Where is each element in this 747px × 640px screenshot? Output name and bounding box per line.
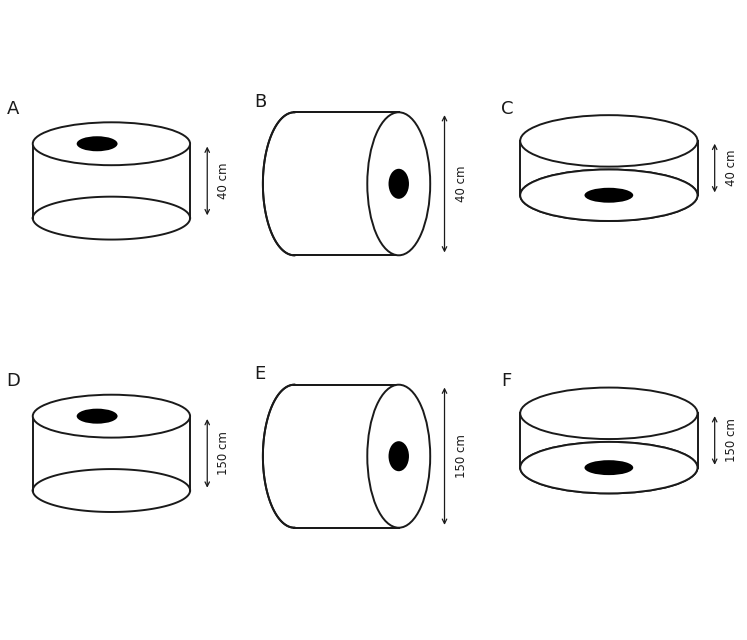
Polygon shape (520, 141, 698, 195)
Ellipse shape (520, 442, 698, 493)
Ellipse shape (584, 188, 633, 203)
Ellipse shape (520, 388, 698, 439)
Text: 40 cm: 40 cm (725, 150, 738, 186)
Ellipse shape (368, 385, 430, 528)
Ellipse shape (368, 112, 430, 255)
Text: E: E (254, 365, 265, 383)
Ellipse shape (520, 442, 698, 493)
Polygon shape (33, 416, 190, 490)
Text: 40 cm: 40 cm (454, 166, 468, 202)
Text: B: B (254, 93, 266, 111)
Text: A: A (7, 100, 19, 118)
Ellipse shape (33, 122, 190, 165)
Polygon shape (294, 112, 399, 255)
Ellipse shape (388, 441, 409, 471)
Text: 150 cm: 150 cm (217, 431, 230, 476)
Ellipse shape (520, 115, 698, 166)
Ellipse shape (33, 395, 190, 438)
Text: D: D (7, 372, 20, 390)
Text: 40 cm: 40 cm (217, 163, 230, 199)
Text: C: C (501, 100, 514, 118)
Polygon shape (294, 385, 399, 528)
Ellipse shape (77, 136, 117, 151)
Ellipse shape (77, 409, 117, 424)
Text: F: F (501, 372, 512, 390)
Ellipse shape (388, 169, 409, 199)
Ellipse shape (584, 460, 633, 475)
Text: 150 cm: 150 cm (725, 419, 738, 463)
Ellipse shape (520, 170, 698, 221)
Polygon shape (520, 413, 698, 468)
Polygon shape (33, 144, 190, 218)
Text: 150 cm: 150 cm (454, 435, 468, 478)
Ellipse shape (520, 170, 698, 221)
